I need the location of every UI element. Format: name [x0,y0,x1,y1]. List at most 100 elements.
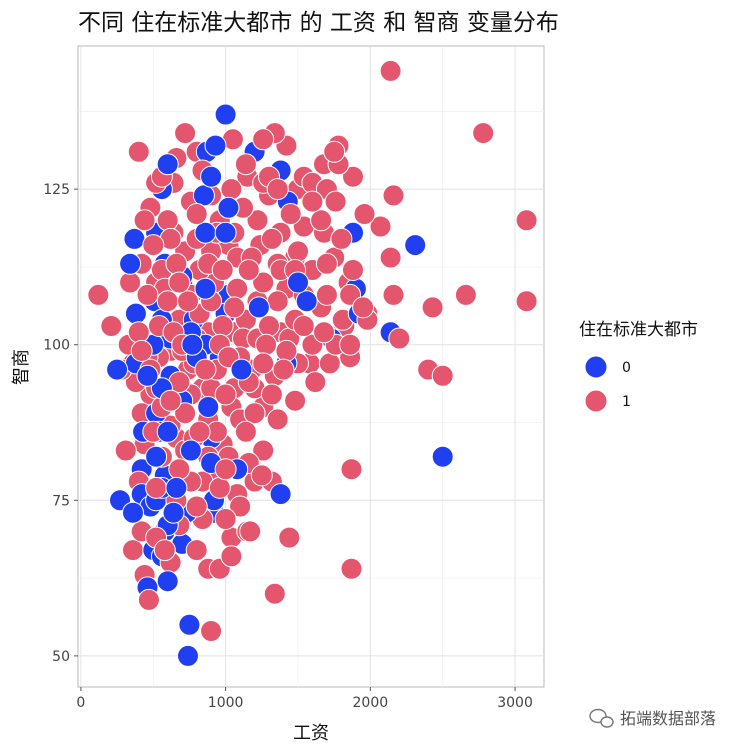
data-point-group-1 [310,209,333,232]
x-tick-label: 2000 [353,695,389,711]
data-point-group-1 [431,364,454,387]
data-point-group-1 [379,59,402,82]
data-point-group-1 [159,389,182,412]
data-point-group-1 [340,458,363,481]
data-point-group-1 [165,252,188,275]
x-tick-label: 1000 [208,695,244,711]
data-point-group-1 [313,321,335,344]
data-point-group-0 [162,501,185,524]
data-point-group-1 [168,271,191,294]
data-point-group-0 [295,290,318,313]
y-axis-ticks: 50 75 100 125 [43,182,78,665]
data-point-group-0 [119,252,142,275]
data-point-group-1 [185,539,208,562]
data-point-group-0 [247,296,270,319]
data-point-group-0 [165,476,188,499]
data-point-group-0 [269,483,292,506]
data-point-group-1 [301,190,324,213]
y-tick-label: 75 [52,493,70,509]
data-point-group-0 [122,501,144,524]
data-point-group-1 [342,259,364,281]
data-point-group-1 [185,203,208,225]
data-point-group-1 [250,464,273,487]
legend-label-1: 1 [622,394,631,410]
data-point-group-0 [145,445,168,468]
data-point-group-0 [200,165,223,188]
data-point-group-1 [177,290,199,313]
data-point-group-1 [369,215,392,238]
data-point-group-1 [315,283,338,306]
data-point-group-0 [431,445,454,468]
data-point-group-1 [382,184,405,207]
data-point-group-0 [230,358,253,381]
data-point-group-1 [266,408,289,431]
data-point-group-1 [255,333,278,356]
data-point-group-1 [237,259,260,281]
data-point-group-0 [123,227,146,250]
data-point-group-0 [181,333,204,356]
data-point-group-0 [156,153,179,176]
y-tick-label: 125 [43,182,70,198]
data-point-group-1 [263,582,286,605]
data-point-group-1 [188,420,211,443]
data-point-group-1 [229,495,252,518]
data-point-group-1 [279,203,302,225]
data-point-group-1 [208,476,231,499]
data-point-group-1 [382,283,405,306]
data-point-group-1 [252,271,275,294]
data-point-group-1 [260,227,283,250]
data-points [87,59,538,667]
data-point-group-1 [156,290,179,313]
data-point-group-1 [472,122,495,145]
data-point-group-1 [194,358,217,381]
data-point-group-1 [287,240,309,263]
data-point-group-1 [304,371,327,394]
data-point-group-1 [142,234,165,257]
data-point-group-1 [421,296,444,319]
data-point-group-0 [106,358,129,381]
wechat-icon [589,708,614,728]
data-point-group-1 [127,140,150,163]
data-point-group-1 [114,439,137,462]
data-point-group-1 [127,321,150,344]
data-point-group-1 [136,283,159,306]
data-point-group-1 [388,327,411,350]
data-point-group-1 [200,620,223,642]
data-point-group-1 [226,277,249,300]
y-axis-title: 智商 [11,349,32,385]
x-axis-title: 工资 [293,723,329,744]
watermark-text: 拓端数据部落 [620,709,716,728]
data-point-group-1 [214,508,237,530]
data-point-group-1 [324,190,347,213]
data-point-group-1 [122,539,144,562]
data-point-group-0 [177,644,199,667]
data-point-group-0 [204,134,227,157]
data-point-group-0 [136,364,159,387]
y-tick-label: 50 [52,649,70,665]
chart-title: 不同 住在标准大都市 的 工资 和 智商 变量分布 [78,10,559,36]
data-point-group-1 [275,339,298,362]
data-point-group-1 [243,402,266,425]
data-point-group-1 [318,352,341,375]
data-point-group-0 [217,196,240,219]
legend-key-0 [584,355,608,379]
data-point-group-1 [119,271,142,294]
data-point-group-1 [284,389,307,412]
data-point-group-1 [220,178,243,201]
x-tick-label: 3000 [497,695,533,711]
data-point-group-0 [214,221,237,244]
data-point-group-1 [339,333,362,356]
data-point-group-0 [287,271,309,294]
data-point-group-1 [252,439,275,462]
data-point-group-1 [133,209,156,232]
data-point-group-1 [258,315,280,337]
data-point-group-1 [168,458,191,481]
data-point-group-0 [156,420,179,443]
data-point-group-1 [315,252,338,275]
data-point-group-0 [404,234,427,257]
data-point-group-1 [323,140,346,163]
data-point-group-0 [124,302,147,325]
data-point-group-1 [137,588,160,611]
legend-label-0: 0 [622,360,631,376]
data-point-group-1 [156,209,179,232]
